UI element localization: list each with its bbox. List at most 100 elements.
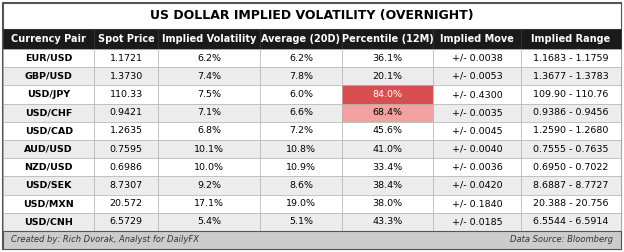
Text: 84.0%: 84.0% xyxy=(373,90,402,99)
Bar xyxy=(521,49,621,67)
Bar xyxy=(94,176,158,195)
Bar xyxy=(94,140,158,158)
Bar xyxy=(260,29,342,49)
Bar xyxy=(433,176,521,195)
Text: USD/MXN: USD/MXN xyxy=(23,199,74,208)
Bar xyxy=(260,213,342,231)
Text: 5.4%: 5.4% xyxy=(197,217,221,226)
Bar xyxy=(342,67,433,85)
Text: 41.0%: 41.0% xyxy=(373,145,402,154)
Text: 7.8%: 7.8% xyxy=(289,72,313,81)
Bar xyxy=(260,85,342,104)
Bar xyxy=(521,176,621,195)
Text: 0.9386 - 0.9456: 0.9386 - 0.9456 xyxy=(533,108,608,117)
Text: Data Source: Bloomberg: Data Source: Bloomberg xyxy=(510,236,613,244)
Text: 109.90 - 110.76: 109.90 - 110.76 xyxy=(534,90,608,99)
Bar xyxy=(342,140,433,158)
Text: US DOLLAR IMPLIED VOLATILITY (OVERNIGHT): US DOLLAR IMPLIED VOLATILITY (OVERNIGHT) xyxy=(150,10,474,22)
Bar xyxy=(342,85,433,104)
Bar xyxy=(342,122,433,140)
Text: AUD/USD: AUD/USD xyxy=(24,145,73,154)
Text: 20.388 - 20.756: 20.388 - 20.756 xyxy=(533,199,608,208)
Text: USD/CHF: USD/CHF xyxy=(25,108,72,117)
Bar xyxy=(342,49,433,67)
Text: 20.1%: 20.1% xyxy=(373,72,402,81)
Bar xyxy=(260,49,342,67)
Text: 7.4%: 7.4% xyxy=(197,72,221,81)
Text: 43.3%: 43.3% xyxy=(373,217,402,226)
Bar xyxy=(94,122,158,140)
Bar xyxy=(433,29,521,49)
Bar xyxy=(158,213,260,231)
Text: 1.1683 - 1.1759: 1.1683 - 1.1759 xyxy=(533,54,608,62)
Text: 7.5%: 7.5% xyxy=(197,90,221,99)
Bar xyxy=(94,213,158,231)
Text: +/- 0.0053: +/- 0.0053 xyxy=(452,72,502,81)
Text: 33.4%: 33.4% xyxy=(373,163,402,172)
Text: +/- 0.0036: +/- 0.0036 xyxy=(452,163,502,172)
Text: 0.9421: 0.9421 xyxy=(110,108,143,117)
Bar xyxy=(260,176,342,195)
Bar xyxy=(3,122,94,140)
Bar xyxy=(158,195,260,213)
Bar xyxy=(433,213,521,231)
Text: 1.3677 - 1.3783: 1.3677 - 1.3783 xyxy=(533,72,609,81)
Bar xyxy=(158,29,260,49)
Bar xyxy=(521,158,621,176)
Bar xyxy=(158,104,260,122)
Bar xyxy=(521,213,621,231)
Text: 68.4%: 68.4% xyxy=(373,108,402,117)
Bar xyxy=(521,104,621,122)
Bar xyxy=(3,85,94,104)
Text: 8.6887 - 8.7727: 8.6887 - 8.7727 xyxy=(534,181,608,190)
Text: Percentile (12M): Percentile (12M) xyxy=(341,34,433,44)
Text: 1.1721: 1.1721 xyxy=(110,54,143,62)
Bar xyxy=(94,67,158,85)
Bar xyxy=(3,67,94,85)
Text: 10.0%: 10.0% xyxy=(194,163,224,172)
Text: NZD/USD: NZD/USD xyxy=(24,163,73,172)
Bar xyxy=(94,158,158,176)
Bar xyxy=(3,158,94,176)
Bar xyxy=(521,67,621,85)
Bar xyxy=(3,3,621,29)
Bar xyxy=(3,49,94,67)
Bar xyxy=(433,158,521,176)
Bar xyxy=(3,213,94,231)
Bar xyxy=(158,158,260,176)
Text: 0.7555 - 0.7635: 0.7555 - 0.7635 xyxy=(533,145,608,154)
Text: Implied Range: Implied Range xyxy=(531,34,610,44)
Bar xyxy=(158,67,260,85)
Bar xyxy=(3,195,94,213)
Text: 5.1%: 5.1% xyxy=(289,217,313,226)
Bar xyxy=(3,231,621,249)
Bar xyxy=(94,104,158,122)
Bar xyxy=(433,85,521,104)
Text: EUR/USD: EUR/USD xyxy=(25,54,72,62)
Text: Implied Volatility: Implied Volatility xyxy=(162,34,256,44)
Text: Currency Pair: Currency Pair xyxy=(11,34,86,44)
Text: 10.9%: 10.9% xyxy=(286,163,316,172)
Text: +/- 0.0035: +/- 0.0035 xyxy=(452,108,502,117)
Text: 1.2635: 1.2635 xyxy=(110,127,143,135)
Text: 38.4%: 38.4% xyxy=(373,181,402,190)
Text: 7.1%: 7.1% xyxy=(197,108,221,117)
Text: 38.0%: 38.0% xyxy=(373,199,402,208)
Bar xyxy=(521,85,621,104)
Text: 10.8%: 10.8% xyxy=(286,145,316,154)
Text: +/- 0.0420: +/- 0.0420 xyxy=(452,181,502,190)
Bar xyxy=(260,67,342,85)
Bar xyxy=(433,49,521,67)
Text: Created by: Rich Dvorak, Analyst for DailyFX: Created by: Rich Dvorak, Analyst for Dai… xyxy=(11,236,199,244)
Bar xyxy=(94,29,158,49)
Bar xyxy=(433,104,521,122)
Bar xyxy=(342,104,433,122)
Bar xyxy=(521,29,621,49)
Bar xyxy=(260,104,342,122)
Text: 9.2%: 9.2% xyxy=(197,181,221,190)
Text: 36.1%: 36.1% xyxy=(373,54,402,62)
Bar xyxy=(433,140,521,158)
Text: GBP/USD: GBP/USD xyxy=(25,72,72,81)
Text: 17.1%: 17.1% xyxy=(194,199,224,208)
Text: 10.1%: 10.1% xyxy=(194,145,224,154)
